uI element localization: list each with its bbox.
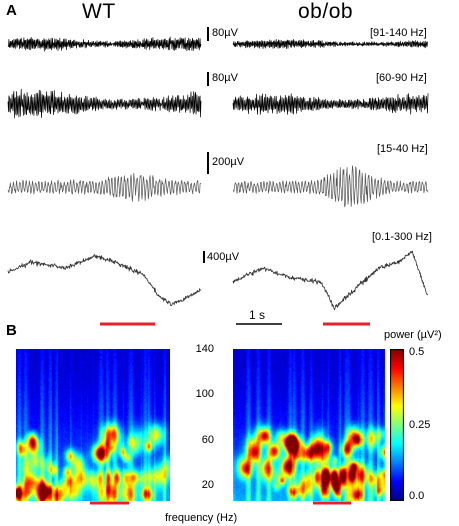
scale-label-3: 200µV (212, 156, 245, 168)
trace-obob-wideband (232, 250, 428, 311)
scale-label-2: 80µV (212, 72, 238, 84)
trace-wt-15-40 (7, 172, 202, 202)
scale-bar-3 (207, 152, 209, 174)
scale-label-4: 400µV (207, 251, 240, 263)
colorbar-tick-max: 0.5 (409, 346, 425, 358)
freq-tick-100: 100 (195, 388, 214, 400)
obob-title: ob/ob (298, 0, 354, 23)
frequency-axis-label: frequency (Hz) (165, 512, 238, 524)
scale-bar-4 (203, 251, 205, 263)
trace-obob-15-40 (232, 165, 429, 208)
freq-tick-20: 20 (201, 479, 214, 491)
scale-label-1: 80µV (212, 27, 238, 39)
trace-obob-60-90 (232, 93, 429, 115)
band-label-1: [91-140 Hz] (370, 27, 427, 39)
scale-bar-1 (207, 27, 209, 41)
colorbar-tick-min: 0.0 (409, 490, 425, 502)
wt-title: WT (82, 0, 116, 23)
band-label-2: [60-90 Hz] (376, 72, 427, 84)
trace-wt-91-140 (7, 36, 202, 52)
time-scale-label: 1 s (249, 308, 266, 322)
colorbar-title: power (µV²) (384, 329, 442, 341)
panel-label-a: A (6, 2, 17, 19)
spectrogram-obob (233, 349, 385, 501)
panel-label-b: B (6, 322, 17, 339)
spectrogram-wt (16, 349, 170, 501)
band-label-4: [0.1-300 Hz] (372, 231, 432, 243)
band-label-3: [15-40 Hz] (377, 143, 428, 155)
freq-tick-60: 60 (201, 434, 214, 446)
trace-wt-60-90 (7, 88, 202, 119)
trace-wt-wideband (7, 254, 202, 307)
colorbar (390, 349, 404, 501)
colorbar-tick-mid: 0.25 (409, 419, 431, 431)
scale-bar-2 (207, 72, 209, 86)
trace-obob-91-140 (232, 38, 429, 49)
freq-tick-140: 140 (195, 343, 214, 355)
